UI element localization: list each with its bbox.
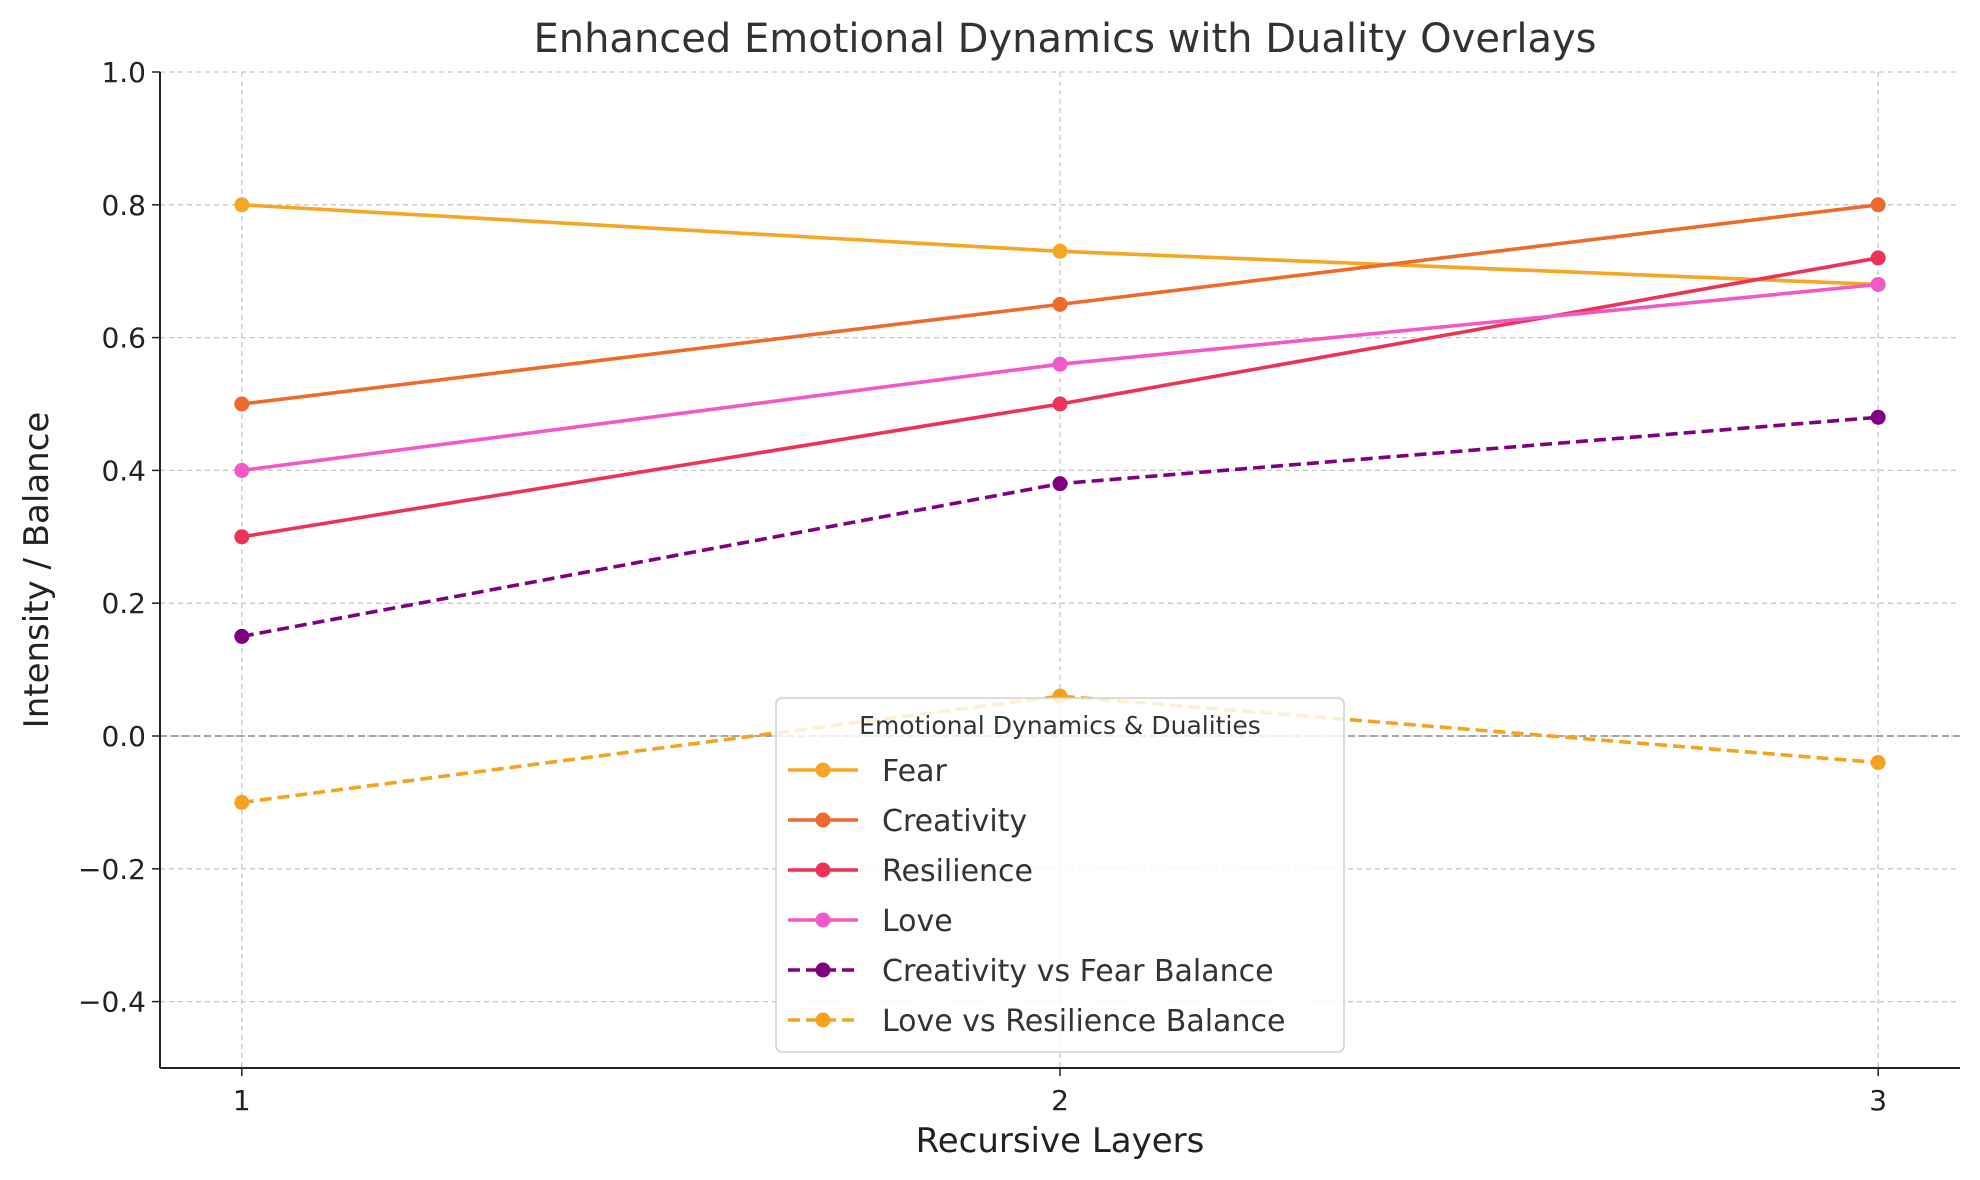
legend-marker bbox=[815, 762, 831, 778]
legend-item: Creativity bbox=[788, 804, 1027, 839]
legend-item: Resilience bbox=[788, 854, 1033, 889]
data-point bbox=[1052, 476, 1068, 492]
data-point bbox=[234, 794, 250, 810]
legend-label: Love vs Resilience Balance bbox=[882, 1004, 1285, 1039]
data-point bbox=[234, 197, 250, 213]
tick-labels: −0.4 −0.2 0.0 0.2 0.4 0.6 0.8 1.0 1 2 3 bbox=[78, 56, 1887, 1117]
series-creativity-vs-fear-balance bbox=[234, 409, 1886, 644]
data-point bbox=[1052, 296, 1068, 312]
y-tick-label: 0.2 bbox=[101, 587, 146, 620]
data-point bbox=[1870, 276, 1886, 292]
data-point bbox=[234, 462, 250, 478]
data-point bbox=[1052, 396, 1068, 412]
y-tick-label: 1.0 bbox=[101, 56, 146, 89]
y-tick-label: 0.8 bbox=[101, 189, 146, 222]
data-point bbox=[1870, 409, 1886, 425]
data-point bbox=[234, 396, 250, 412]
legend-item: Fear bbox=[788, 754, 947, 789]
legend-item: Love vs Resilience Balance bbox=[788, 1004, 1285, 1039]
y-tick-label: 0.0 bbox=[101, 720, 146, 753]
x-tick-label: 1 bbox=[233, 1084, 251, 1117]
series-group bbox=[234, 197, 1886, 810]
y-tick-label: 0.6 bbox=[101, 322, 146, 355]
data-point bbox=[234, 628, 250, 644]
y-tick-label: −0.4 bbox=[78, 986, 146, 1019]
x-tick-label: 2 bbox=[1051, 1084, 1069, 1117]
series-love bbox=[234, 276, 1886, 478]
legend-label: Fear bbox=[882, 754, 947, 789]
legend-marker bbox=[815, 812, 831, 828]
legend-items: Fear Creativity Resilience Love Creativity v… bbox=[788, 754, 1285, 1039]
data-point bbox=[1870, 197, 1886, 213]
data-point bbox=[234, 529, 250, 545]
legend-item: Creativity vs Fear Balance bbox=[788, 954, 1274, 989]
legend-label: Love bbox=[882, 904, 953, 939]
legend-box bbox=[775, 697, 1345, 1053]
data-point bbox=[1870, 250, 1886, 266]
legend-label: Creativity vs Fear Balance bbox=[882, 954, 1274, 989]
legend-marker bbox=[815, 962, 831, 978]
data-point bbox=[1052, 356, 1068, 372]
data-point bbox=[1052, 243, 1068, 259]
y-tick-label: 0.4 bbox=[101, 454, 146, 487]
chart-title: Enhanced Emotional Dynamics with Duality… bbox=[533, 16, 1596, 62]
legend-marker bbox=[815, 912, 831, 928]
series-creativity bbox=[234, 197, 1886, 412]
legend: Emotional Dynamics & Dualities Fear Creat… bbox=[775, 697, 1345, 1053]
legend-item: Love bbox=[788, 904, 953, 939]
legend-marker bbox=[815, 862, 831, 878]
y-axis-label: Intensity / Balance bbox=[17, 412, 57, 729]
legend-label: Resilience bbox=[882, 854, 1033, 889]
series-line bbox=[241, 694, 1879, 805]
legend-label: Creativity bbox=[882, 804, 1027, 839]
y-tick-label: −0.2 bbox=[78, 853, 146, 886]
axes bbox=[152, 71, 1960, 1076]
legend-marker bbox=[815, 1012, 831, 1028]
data-point bbox=[1870, 755, 1886, 771]
series-resilience bbox=[234, 250, 1886, 545]
x-axis-label: Recursive Layers bbox=[916, 1121, 1205, 1161]
x-tick-label: 3 bbox=[1869, 1084, 1887, 1117]
legend-title: Emotional Dynamics & Dualities bbox=[859, 711, 1261, 740]
